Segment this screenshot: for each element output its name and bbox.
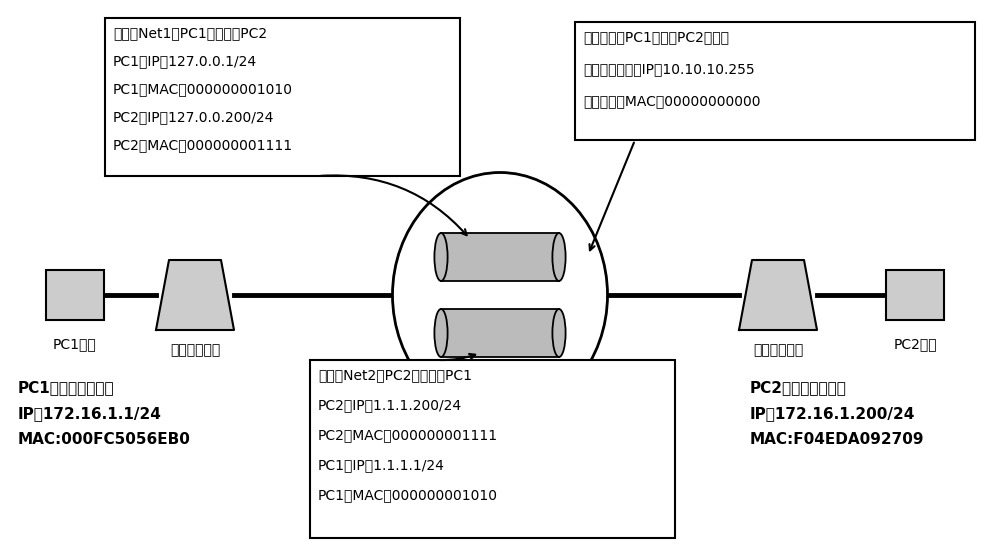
Text: PC2虚IP：1.1.1.200/24: PC2虚IP：1.1.1.200/24 [318, 398, 462, 412]
Text: PC2虚MAC：000000001111: PC2虚MAC：000000001111 [318, 428, 498, 442]
Text: PC1虚IP：127.0.0.1/24: PC1虚IP：127.0.0.1/24 [113, 54, 257, 68]
Text: PC2终端: PC2终端 [893, 337, 937, 351]
Text: IP：172.16.1.200/24: IP：172.16.1.200/24 [750, 406, 915, 421]
Text: PC1虚MAC：000000001010: PC1虚MAC：000000001010 [113, 82, 293, 96]
Text: PC1虚IP：1.1.1.1/24: PC1虚IP：1.1.1.1/24 [318, 458, 445, 472]
Bar [575, 22, 975, 140]
Bar [441, 233, 559, 281]
Text: PC2终端真实地址：: PC2终端真实地址： [750, 380, 847, 395]
Text: 第一安全设备: 第一安全设备 [170, 343, 220, 357]
Text: PC2虚MAC：000000001111: PC2虚MAC：000000001111 [113, 138, 293, 152]
Bar [46, 270, 104, 320]
Text: 的广播；虚MAC：00000000000: 的广播；虚MAC：00000000000 [583, 94, 761, 108]
Text: 虚网络Net1：PC1发起访问PC2: 虚网络Net1：PC1发起访问PC2 [113, 26, 267, 40]
Polygon shape [156, 260, 234, 330]
Text: 访问非终端PC1或终端PC2地址之: 访问非终端PC1或终端PC2地址之 [583, 30, 729, 44]
Bar [441, 309, 559, 357]
Text: PC1终端真实地址：: PC1终端真实地址： [18, 380, 115, 395]
Text: 第二安全设备: 第二安全设备 [753, 343, 803, 357]
Text: MAC:000FC5056EB0: MAC:000FC5056EB0 [18, 432, 191, 447]
Text: MAC:F04EDA092709: MAC:F04EDA092709 [750, 432, 924, 447]
Ellipse shape [552, 309, 566, 357]
Polygon shape [739, 260, 817, 330]
Ellipse shape [434, 309, 448, 357]
Text: PC2虚IP：127.0.0.200/24: PC2虚IP：127.0.0.200/24 [113, 110, 274, 124]
Ellipse shape [552, 233, 566, 281]
Ellipse shape [392, 172, 608, 418]
Text: 外全部转换为虚IP：10.10.10.255: 外全部转换为虚IP：10.10.10.255 [583, 62, 755, 76]
Text: IP：172.16.1.1/24: IP：172.16.1.1/24 [18, 406, 162, 421]
Text: PC1终端: PC1终端 [53, 337, 97, 351]
Text: PC1虚MAC：000000001010: PC1虚MAC：000000001010 [318, 488, 498, 502]
Bar [310, 360, 675, 538]
Bar [886, 270, 944, 320]
Text: 虚网络Net2：PC2发起访问PC1: 虚网络Net2：PC2发起访问PC1 [318, 368, 472, 382]
Ellipse shape [434, 233, 448, 281]
Bar [105, 18, 460, 176]
